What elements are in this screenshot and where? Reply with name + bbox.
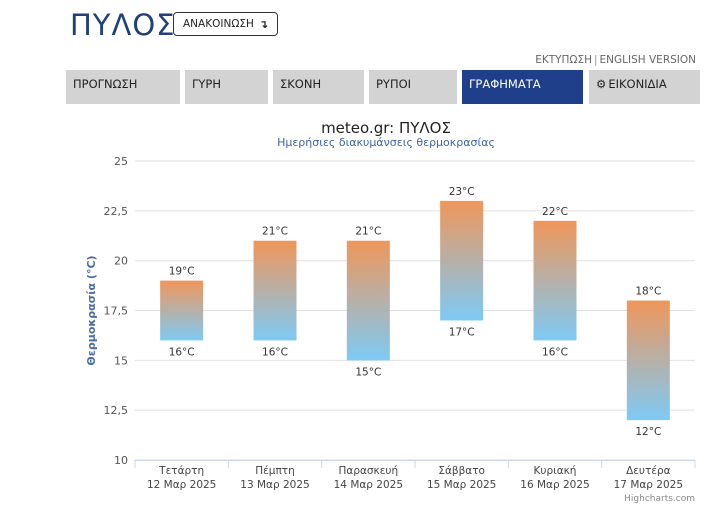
temperature-bar <box>533 220 577 341</box>
announcement-label: ΑΝΑΚΟΙΝΩΣΗ <box>183 18 254 30</box>
temperature-bar <box>160 280 204 341</box>
announcement-button[interactable]: ΑΝΑΚΟΙΝΩΣΗ ↴ <box>173 12 279 36</box>
max-temp-label: 21°C <box>262 226 288 238</box>
tab-label: ΡΥΠΟΙ <box>376 77 412 91</box>
x-tick-day-label: Κυριακή <box>534 465 577 477</box>
x-tick-date-label: 13 Μαρ 2025 <box>240 479 309 491</box>
y-tick-label: 10 <box>114 454 128 467</box>
y-axis-title: Θερμοκρασία (°C) <box>85 255 98 365</box>
top-links: ΕΚΤΥΠΩΣΗ | ENGLISH VERSION <box>535 54 696 66</box>
english-version-link[interactable]: ENGLISH VERSION <box>599 54 696 66</box>
max-temp-label: 19°C <box>169 266 195 278</box>
y-tick-label: 22,5 <box>104 205 129 218</box>
tab-icons[interactable]: ⚙ ΕΙΚΟΝΙΔΙΑ <box>589 70 700 104</box>
x-tick-day-label: Τετάρτη <box>158 465 204 477</box>
tab-label: ΠΡΟΓΝΩΣΗ <box>73 77 138 91</box>
tab-forecast[interactable]: ΠΡΟΓΝΩΣΗ <box>66 70 180 104</box>
temperature-bar <box>253 240 297 341</box>
x-tick-day-label: Δευτέρα <box>626 465 671 477</box>
min-temp-label: 16°C <box>262 346 288 358</box>
x-tick-day-label: Παρασκευή <box>339 465 399 477</box>
x-tick-day-label: Σάββατο <box>438 465 485 477</box>
tab-label: ΓΥΡΗ <box>192 77 222 91</box>
max-temp-label: 23°C <box>449 186 475 198</box>
x-tick-date-label: 12 Μαρ 2025 <box>147 479 216 491</box>
x-tick-date-label: 16 Μαρ 2025 <box>520 479 589 491</box>
y-tick-label: 20 <box>114 255 128 268</box>
x-tick-date-label: 14 Μαρ 2025 <box>334 479 403 491</box>
x-tick-date-label: 15 Μαρ 2025 <box>427 479 496 491</box>
temperature-bar <box>346 240 390 361</box>
link-separator: | <box>593 54 598 66</box>
min-temp-label: 15°C <box>355 366 381 378</box>
tab-charts[interactable]: ΓΡΑΦΗΜΑΤΑ <box>462 70 583 104</box>
min-temp-label: 17°C <box>449 326 475 338</box>
max-temp-label: 21°C <box>355 226 381 238</box>
min-temp-label: 12°C <box>635 426 661 438</box>
arrow-down-icon: ↴ <box>258 17 269 31</box>
tab-pollen[interactable]: ΓΥΡΗ <box>185 70 268 104</box>
chart-credits: Highcharts.com <box>624 494 695 504</box>
min-temp-label: 16°C <box>169 346 195 358</box>
tab-pollutants[interactable]: ΡΥΠΟΙ <box>369 70 457 104</box>
chart-title: meteo.gr: ΠΥΛΟΣ <box>321 119 451 137</box>
print-link[interactable]: ΕΚΤΥΠΩΣΗ <box>535 54 592 66</box>
x-tick-day-label: Πέμπτη <box>255 465 295 477</box>
y-tick-label: 15 <box>114 354 128 367</box>
gear-icon: ⚙ <box>596 77 607 91</box>
max-temp-label: 18°C <box>635 286 661 298</box>
x-tick-date-label: 17 Μαρ 2025 <box>614 479 683 491</box>
min-temp-label: 16°C <box>542 346 568 358</box>
y-tick-label: 17,5 <box>104 305 129 318</box>
temperature-bar <box>440 200 484 321</box>
tab-label: ΓΡΑΦΗΜΑΤΑ <box>469 77 541 91</box>
temperature-bar <box>626 300 670 421</box>
city-title: ΠΥΛΟΣ <box>70 8 176 42</box>
y-tick-label: 12,5 <box>104 404 129 417</box>
tab-label: ΣΚΟΝΗ <box>280 77 322 91</box>
tab-label: ΕΙΚΟΝΙΔΙΑ <box>608 77 667 91</box>
tab-dust[interactable]: ΣΚΟΝΗ <box>273 70 364 104</box>
max-temp-label: 22°C <box>542 206 568 218</box>
y-tick-label: 25 <box>114 155 128 168</box>
chart-subtitle: Ημερήσιες διακυμάνσεις θερμοκρασίας <box>277 136 495 149</box>
